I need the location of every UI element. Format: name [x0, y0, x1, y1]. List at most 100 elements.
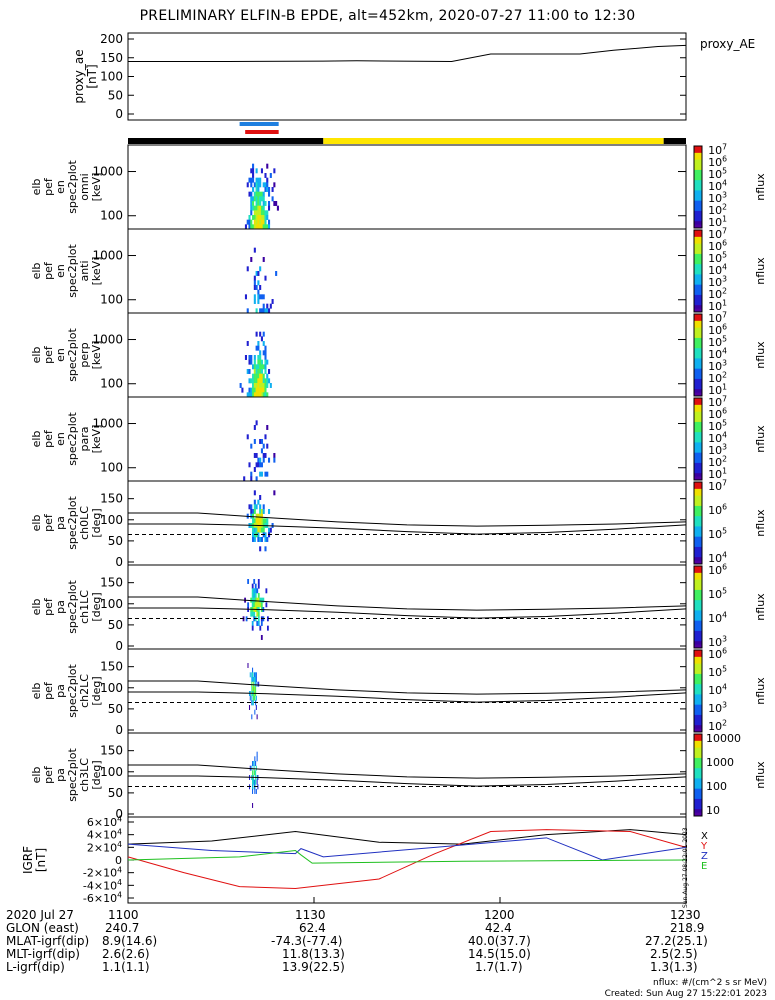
- pa_ch1-pixel: [265, 588, 268, 594]
- proxy-ae-ylabel: proxy_ae[nT]: [72, 49, 99, 103]
- pa_ch3-pixel: [253, 770, 255, 776]
- spec_omni-colorbar-label-3: 104: [708, 179, 727, 193]
- pa_ch0-pixel: [253, 518, 256, 524]
- spec_anti-colorbar-step: [694, 271, 702, 275]
- footer-cell-2-1: -74.3(-77.4): [271, 934, 343, 948]
- pa_ch0-colorbar-step: [694, 485, 702, 490]
- spec_perp-colorbar-step: [694, 365, 702, 370]
- spec_perp-pixel: [250, 359, 253, 365]
- spec_omni-pixel: [264, 210, 267, 216]
- spec_omni-pixel: [248, 191, 251, 197]
- pa_ch2-pixel: [252, 695, 254, 701]
- spec_para-pixel: [266, 425, 269, 430]
- pa_ch1-pixel: [262, 597, 265, 603]
- spec_anti-pixel: [257, 280, 260, 286]
- spec_perp-pixel: [260, 378, 263, 384]
- spec_anti-colorbar-step: [694, 253, 702, 258]
- spec_omni-pixel: [262, 210, 265, 216]
- pa_ch1-colorbar-step: [694, 583, 702, 587]
- spec_omni-colorbar-step: [694, 187, 702, 191]
- spec_anti-pixel: [268, 308, 271, 314]
- spec_anti-colorbar-label-3: 104: [708, 263, 727, 277]
- pa_ch0-pixel: [257, 518, 260, 524]
- spec_omni-colorbar-step: [694, 193, 702, 198]
- spec_omni-pixel: [252, 187, 255, 192]
- spec_omni-pixel: [262, 182, 265, 188]
- spec_omni-pixel: [257, 219, 260, 225]
- spec_perp-pixel: [260, 373, 263, 379]
- pa_ch1-pixel: [257, 593, 260, 598]
- pa_ch0-colorbar-label-0: 107: [708, 479, 727, 493]
- spec_para-pixel: [250, 471, 253, 477]
- spec_omni-colorbar-step: [694, 217, 702, 222]
- footer-cell-4-1: 13.9(22.5): [282, 960, 345, 974]
- spec_para-ytick-label-1: 1000: [92, 417, 123, 431]
- pa_ch3-pixel: [254, 756, 256, 762]
- spec_perp-pixel: [268, 369, 271, 374]
- pa_ch0-pixel: [259, 513, 262, 519]
- pa_ch2-pixel: [254, 672, 256, 678]
- pa_ch0-pixel: [260, 527, 263, 533]
- pa_ch2-pixel: [252, 686, 254, 692]
- pa_ch3-colorbar-step: [694, 744, 702, 749]
- pa_ch3-pixel: [256, 779, 258, 785]
- spec_perp-pixel: [259, 350, 262, 356]
- pa_ch1-pixel: [260, 597, 263, 603]
- spec_para-pixel: [264, 453, 267, 458]
- spec_omni-pixel: [259, 215, 262, 220]
- spec_para-pixel: [255, 462, 258, 468]
- spec_omni-pixel: [259, 205, 262, 211]
- science-zone-bar-1: [245, 130, 279, 134]
- pa_ch0-colorbar-step: [694, 560, 702, 565]
- spec_anti-colorbar-step: [694, 274, 702, 279]
- spec_perp-pixel: [248, 359, 251, 365]
- pa_ch1-ytick-label-1: 50: [108, 618, 123, 632]
- pa_ch3-pixel: [255, 761, 257, 766]
- pa_ch1-pixel: [256, 602, 259, 608]
- spec_para-pixel: [255, 453, 258, 458]
- pa_ch0-pixel: [248, 504, 251, 510]
- spec_perp-pixel: [246, 392, 249, 398]
- spec_para-ylabel: elbpefenspec2plotpara[keV]: [30, 412, 103, 466]
- spec_para-pixel: [259, 462, 262, 468]
- spec_omni-pixel: [253, 205, 256, 211]
- proxy-ae-line: [128, 44, 687, 63]
- spec_para-colorbar-step: [694, 473, 702, 478]
- igrf-ytick-label-4: -2×104: [83, 865, 122, 879]
- spec_perp-pixel: [252, 383, 255, 388]
- pa_ch2-colorbar-step: [694, 714, 702, 719]
- pa_ch1-pixel: [260, 602, 263, 608]
- spec_omni-pixel: [271, 196, 274, 202]
- spec_omni-pixel: [259, 224, 262, 230]
- pa_ch0-colorbar-title: nflux: [754, 509, 767, 537]
- pa_ch1-colorbar-step: [694, 613, 702, 618]
- spec_anti-pixel: [257, 271, 260, 276]
- igrf-ytick-label-3: 0: [115, 854, 122, 867]
- spec_para-colorbar-label-2: 105: [708, 419, 727, 433]
- pa_ch1-pixel: [254, 602, 257, 608]
- spec_anti-colorbar-step: [694, 305, 702, 310]
- pa_ch2-pixel: [255, 672, 257, 678]
- pa_ch2-ytick-label-3: 150: [100, 660, 123, 674]
- spec_perp-pixel: [255, 369, 258, 374]
- spec_anti-pixel: [266, 303, 269, 309]
- spec_perp-pixel: [269, 383, 272, 388]
- spec_omni-colorbar-step: [694, 146, 702, 150]
- spec_perp-pixel: [262, 341, 265, 346]
- spec_perp-pixel: [260, 369, 263, 374]
- spec_perp-pixel: [252, 364, 255, 370]
- pa_ch0-colorbar-step: [694, 509, 702, 514]
- pa_ch0-pixel: [262, 518, 265, 524]
- spec_perp-colorbar-step: [694, 324, 702, 329]
- pa_ch0-pixel: [252, 518, 255, 524]
- pa_ch0-pixel: [259, 518, 262, 524]
- pa_ch3-pixel: [252, 770, 254, 776]
- pa_ch1-colorbar-step: [694, 630, 702, 635]
- pa_ch1-pixel: [257, 597, 260, 603]
- proxy-ae-legend: proxy_AE: [700, 37, 755, 51]
- spec_omni-pixel: [262, 205, 265, 211]
- pa_ch1-ylabel: elbpefpaspec2plotch1LC[deg]: [30, 580, 103, 634]
- pa_ch2-pixel: [251, 695, 253, 701]
- spec_perp-pixel: [259, 355, 262, 360]
- footer-cell-3-0: 2.6(2.6): [102, 947, 150, 961]
